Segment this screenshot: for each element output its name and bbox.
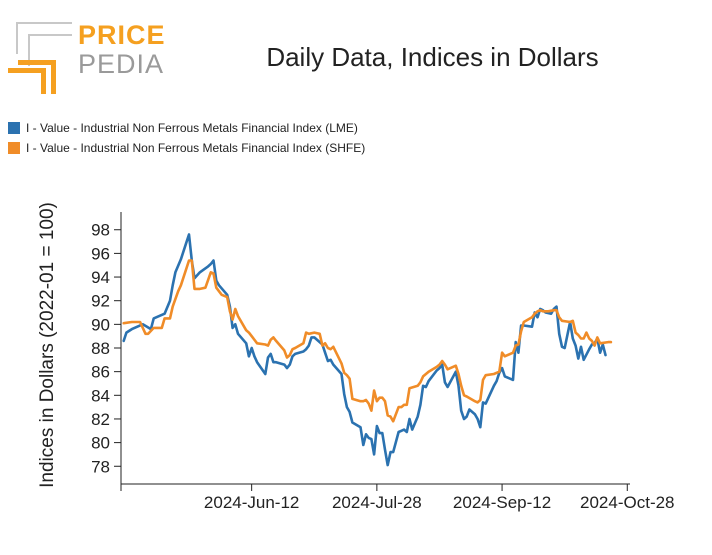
y-tick-label: 90 — [91, 315, 110, 334]
legend-item-shfe[interactable]: I - Value - Industrial Non Ferrous Metal… — [8, 138, 365, 158]
y-tick-label: 92 — [91, 292, 110, 311]
chart-title: Daily Data, Indices in Dollars — [266, 42, 599, 72]
legend-swatch-lme — [8, 122, 20, 134]
y-tick-label: 78 — [91, 457, 110, 476]
series-line-lme — [122, 233, 607, 467]
series-layer — [122, 233, 613, 467]
y-tick-label: 98 — [91, 221, 110, 240]
y-tick-label: 80 — [91, 434, 110, 453]
y-tick-label: 96 — [91, 244, 110, 263]
pricepedia-logo: PRICE PEDIA — [8, 22, 168, 94]
chart-legend: I - Value - Industrial Non Ferrous Metal… — [8, 118, 365, 158]
y-tick-label: 94 — [91, 268, 110, 287]
legend-label-lme: I - Value - Industrial Non Ferrous Metal… — [26, 121, 358, 135]
logo-mark-icon — [8, 22, 72, 94]
x-tick-label: 2024-Jul-28 — [332, 493, 422, 512]
y-tick-label: 88 — [91, 339, 110, 358]
legend-swatch-shfe — [8, 142, 20, 154]
x-tick-label: 2024-Sep-12 — [453, 493, 551, 512]
y-axis: 78 80 82 84 86 88 90 92 94 96 98 — [91, 212, 122, 484]
y-axis-label: Indices in Dollars (2022-01 = 100) — [37, 202, 58, 488]
series-line-shfe — [122, 259, 613, 423]
logo-word-pedia: PEDIA — [78, 49, 165, 79]
y-tick-label: 82 — [91, 410, 110, 429]
y-tick-label: 86 — [91, 363, 110, 382]
y-tick-label: 84 — [91, 386, 110, 405]
legend-item-lme[interactable]: I - Value - Industrial Non Ferrous Metal… — [8, 118, 365, 138]
legend-label-shfe: I - Value - Industrial Non Ferrous Metal… — [26, 141, 366, 155]
logo-word-price: PRICE — [78, 20, 166, 50]
x-tick-label: 2024-Jun-12 — [204, 493, 299, 512]
x-axis: 2024-Jun-12 2024-Jul-28 2024-Sep-12 2024-Oc… — [120, 483, 675, 512]
x-tick-label: 2024-Oct-28 — [580, 493, 675, 512]
